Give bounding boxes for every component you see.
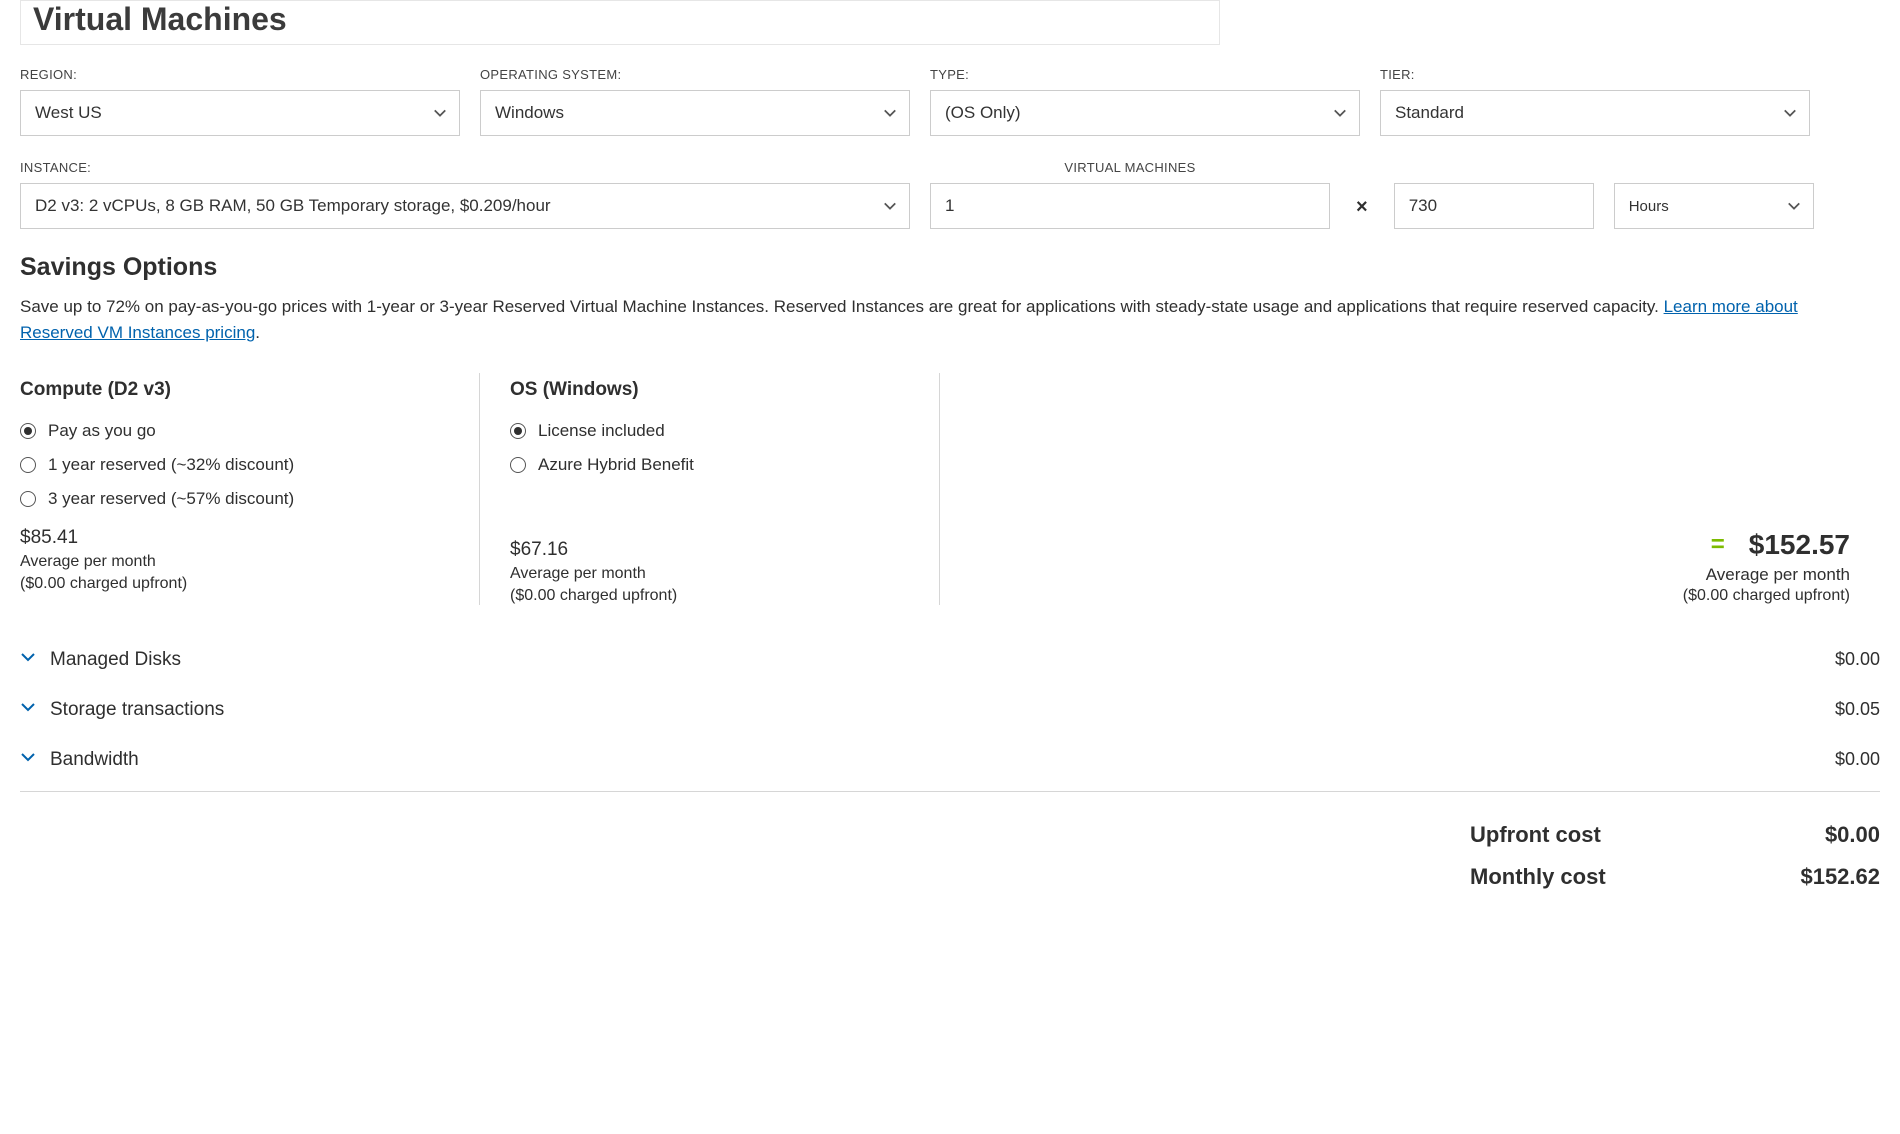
accordion-managed-disks[interactable]: Managed Disks $0.00 xyxy=(20,635,1880,685)
accordion-storage-transactions[interactable]: Storage transactions $0.05 xyxy=(20,685,1880,735)
chevron-down-icon xyxy=(1333,106,1347,120)
label-vm-count: VIRTUAL MACHINES xyxy=(930,160,1330,175)
select-os[interactable]: Windows xyxy=(480,90,910,136)
radio-label: 1 year reserved (~32% discount) xyxy=(48,455,294,475)
compute-heading: Compute (D2 v3) xyxy=(20,379,449,401)
accordion-label: Storage transactions xyxy=(50,699,224,721)
label-hours-unit-spacer xyxy=(1614,160,1814,175)
radio-icon xyxy=(20,457,36,473)
accordion-bandwidth[interactable]: Bandwidth $0.00 xyxy=(20,735,1880,785)
totals-upfront: Upfront cost $0.00 xyxy=(1470,814,1880,856)
page-title: Virtual Machines xyxy=(33,1,1207,38)
totals-monthly: Monthly cost $152.62 xyxy=(1470,856,1880,898)
label-type: TYPE: xyxy=(930,67,1360,82)
os-price: $67.16 xyxy=(510,539,909,561)
total-sub2: ($0.00 charged upfront) xyxy=(1683,587,1850,605)
radio-label: 3 year reserved (~57% discount) xyxy=(48,489,294,509)
savings-desc-suffix: . xyxy=(255,323,260,342)
select-type-value: (OS Only) xyxy=(945,103,1021,123)
radio-os-license[interactable]: License included xyxy=(510,421,909,441)
field-tier: TIER: Standard xyxy=(1380,67,1810,136)
field-os: OPERATING SYSTEM: Windows xyxy=(480,67,910,136)
label-instance: INSTANCE: xyxy=(20,160,910,175)
radio-icon xyxy=(510,457,526,473)
accordion-label: Managed Disks xyxy=(50,649,181,671)
input-hours[interactable]: 730 xyxy=(1394,183,1594,229)
select-tier-value: Standard xyxy=(1395,103,1464,123)
chevron-down-icon xyxy=(20,749,36,771)
select-region-value: West US xyxy=(35,103,102,123)
os-heading: OS (Windows) xyxy=(510,379,909,401)
totals-block: Upfront cost $0.00 Monthly cost $152.62 xyxy=(1470,814,1880,898)
select-instance[interactable]: D2 v3: 2 vCPUs, 8 GB RAM, 50 GB Temporar… xyxy=(20,183,910,229)
select-os-value: Windows xyxy=(495,103,564,123)
chevron-down-icon xyxy=(20,649,36,671)
field-region: REGION: West US xyxy=(20,67,460,136)
totals-upfront-label: Upfront cost xyxy=(1470,822,1601,848)
chevron-down-icon xyxy=(1787,199,1801,213)
radio-label: Pay as you go xyxy=(48,421,156,441)
label-region: REGION: xyxy=(20,67,460,82)
equals-icon: = xyxy=(1711,531,1725,559)
label-tier: TIER: xyxy=(1380,67,1810,82)
config-row-2: INSTANCE: D2 v3: 2 vCPUs, 8 GB RAM, 50 G… xyxy=(20,160,1880,229)
chevron-down-icon xyxy=(433,106,447,120)
select-hours-unit[interactable]: Hours xyxy=(1614,183,1814,229)
total-sub1: Average per month xyxy=(1706,565,1850,585)
input-hours-value: 730 xyxy=(1409,196,1437,216)
radio-label: Azure Hybrid Benefit xyxy=(538,455,694,475)
chevron-down-icon xyxy=(883,199,897,213)
radio-compute-3yr[interactable]: 3 year reserved (~57% discount) xyxy=(20,489,449,509)
compute-price: $85.41 xyxy=(20,527,449,549)
chevron-down-icon xyxy=(20,699,36,721)
os-sub2: ($0.00 charged upfront) xyxy=(510,587,909,605)
config-row-1: REGION: West US OPERATING SYSTEM: Window… xyxy=(20,67,1880,136)
total-line: = $152.57 xyxy=(1711,529,1850,561)
savings-description: Save up to 72% on pay-as-you-go prices w… xyxy=(20,294,1860,347)
accordion-label: Bandwidth xyxy=(50,749,139,771)
radio-compute-1yr[interactable]: 1 year reserved (~32% discount) xyxy=(20,455,449,475)
column-total: = $152.57 Average per month ($0.00 charg… xyxy=(940,373,1880,605)
select-tier[interactable]: Standard xyxy=(1380,90,1810,136)
multiply-symbol: × xyxy=(1350,196,1374,229)
accordion-price: $0.05 xyxy=(1835,699,1880,720)
radio-icon xyxy=(20,491,36,507)
separator xyxy=(20,791,1880,792)
totals-monthly-value: $152.62 xyxy=(1800,864,1880,890)
select-type[interactable]: (OS Only) xyxy=(930,90,1360,136)
radio-compute-payg[interactable]: Pay as you go xyxy=(20,421,449,441)
radio-icon xyxy=(510,423,526,439)
page-header: Virtual Machines xyxy=(20,0,1220,45)
field-hours-unit: Hours xyxy=(1614,160,1814,229)
totals-upfront-value: $0.00 xyxy=(1825,822,1880,848)
compute-sub2: ($0.00 charged upfront) xyxy=(20,575,449,593)
label-hours-spacer xyxy=(1394,160,1594,175)
savings-heading: Savings Options xyxy=(20,253,1880,282)
select-hours-unit-value: Hours xyxy=(1629,198,1669,215)
select-instance-value: D2 v3: 2 vCPUs, 8 GB RAM, 50 GB Temporar… xyxy=(35,196,551,216)
chevron-down-icon xyxy=(883,106,897,120)
field-vm-count: VIRTUAL MACHINES 1 xyxy=(930,160,1330,229)
radio-os-hybrid[interactable]: Azure Hybrid Benefit xyxy=(510,455,909,475)
os-sub1: Average per month xyxy=(510,565,909,583)
radio-icon xyxy=(20,423,36,439)
select-region[interactable]: West US xyxy=(20,90,460,136)
field-type: TYPE: (OS Only) xyxy=(930,67,1360,136)
savings-desc-text: Save up to 72% on pay-as-you-go prices w… xyxy=(20,297,1664,316)
column-os: OS (Windows) License included Azure Hybr… xyxy=(480,373,940,605)
column-compute: Compute (D2 v3) Pay as you go 1 year res… xyxy=(20,373,480,605)
accordion-price: $0.00 xyxy=(1835,649,1880,670)
label-os: OPERATING SYSTEM: xyxy=(480,67,910,82)
radio-label: License included xyxy=(538,421,665,441)
totals-monthly-label: Monthly cost xyxy=(1470,864,1606,890)
input-vm-count[interactable]: 1 xyxy=(930,183,1330,229)
input-vm-count-value: 1 xyxy=(945,196,954,216)
field-instance: INSTANCE: D2 v3: 2 vCPUs, 8 GB RAM, 50 G… xyxy=(20,160,910,229)
chevron-down-icon xyxy=(1783,106,1797,120)
compute-sub1: Average per month xyxy=(20,553,449,571)
savings-columns: Compute (D2 v3) Pay as you go 1 year res… xyxy=(20,373,1880,605)
field-hours: 730 xyxy=(1394,160,1594,229)
accordion-price: $0.00 xyxy=(1835,749,1880,770)
total-price: $152.57 xyxy=(1749,529,1850,561)
